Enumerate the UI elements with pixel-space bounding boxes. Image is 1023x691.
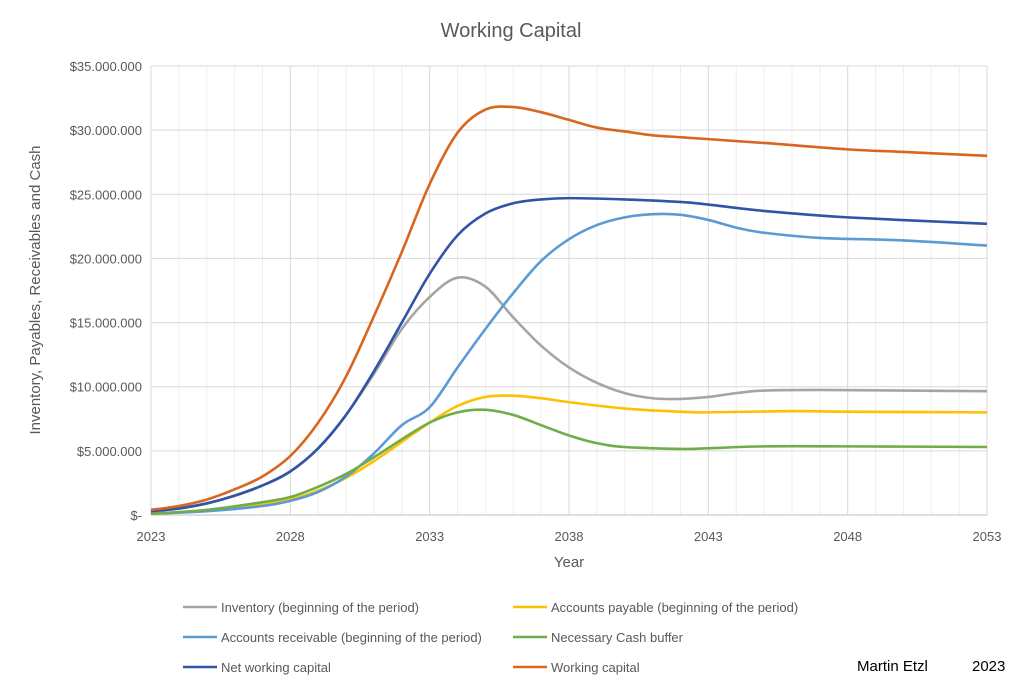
y-tick-label: $10.000.000 (70, 380, 142, 395)
x-tick-label: 2043 (694, 529, 723, 544)
legend-label: Working capital (551, 660, 640, 675)
x-tick-label: 2053 (973, 529, 1002, 544)
author-label: Martin Etzl (857, 658, 928, 675)
series-line-necessary-cash-buffer (150, 408, 988, 516)
legend-label: Accounts payable (beginning of the perio… (551, 600, 798, 615)
x-tick-label: 2023 (137, 529, 166, 544)
x-tick-label: 2048 (833, 529, 862, 544)
legend-label: Accounts receivable (beginning of the pe… (221, 630, 482, 645)
y-tick-label: $30.000.000 (70, 123, 142, 138)
chart-title: Working Capital (441, 20, 582, 42)
y-tick-label: $15.000.000 (70, 316, 142, 331)
y-tick-label: $25.000.000 (70, 187, 142, 202)
legend-label: Inventory (beginning of the period) (221, 600, 419, 615)
y-tick-label: $35.000.000 (70, 59, 142, 74)
x-tick-label: 2033 (415, 529, 444, 544)
y-tick-label: $- (130, 508, 142, 523)
x-tick-label: 2038 (555, 529, 584, 544)
y-tick-label: $20.000.000 (70, 251, 142, 266)
y-tick-label: $5.000.000 (77, 444, 142, 459)
x-axis-label: Year (554, 554, 584, 571)
legend-label: Necessary Cash buffer (551, 630, 684, 645)
legend-label: Net working capital (221, 660, 331, 675)
series-line-net-working-capital (150, 196, 988, 513)
series-line-working-capital (150, 105, 988, 512)
x-tick-label: 2028 (276, 529, 305, 544)
y-axis-label: Inventory, Payables, Receivables and Cas… (27, 145, 44, 434)
year-label: 2023 (972, 658, 1006, 675)
series-line-accounts-receivable-beginning-of-the-period (150, 212, 988, 516)
